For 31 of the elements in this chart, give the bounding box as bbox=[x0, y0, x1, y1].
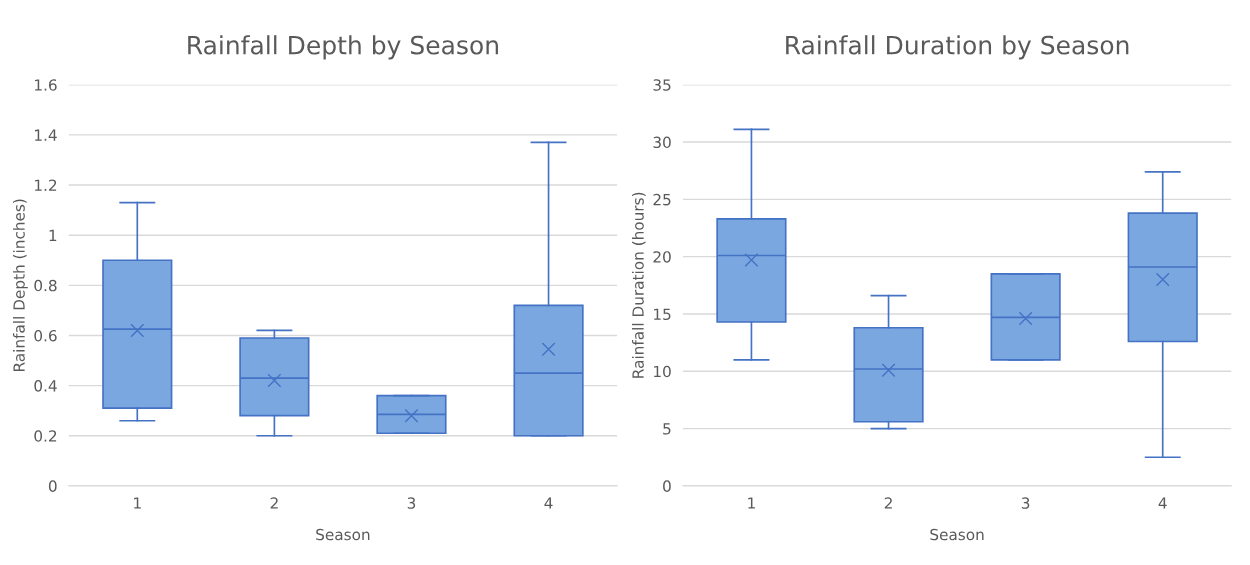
x-tick-label: 4 bbox=[544, 497, 553, 509]
chart-title: Rainfall Depth by Season bbox=[188, 35, 498, 60]
x-tick-label: 3 bbox=[1021, 497, 1030, 509]
y-tick-label: 5 bbox=[663, 423, 671, 435]
x-tick-label: 2 bbox=[270, 497, 278, 509]
x-axis-title: Season bbox=[316, 528, 370, 541]
y-tick-label: 10 bbox=[654, 365, 671, 378]
x-tick-label: 4 bbox=[1158, 497, 1167, 509]
y-tick-label: 1.2 bbox=[35, 179, 57, 191]
y-tick-label: 1 bbox=[49, 229, 57, 241]
y-tick-label: 20 bbox=[653, 251, 671, 263]
y-axis-title: Rainfall Duration (hours) bbox=[632, 192, 646, 378]
x-tick-label: 3 bbox=[407, 497, 416, 509]
y-tick-label: 30 bbox=[653, 136, 671, 149]
x-axis-title: Season bbox=[930, 528, 984, 541]
y-tick-label: 0.4 bbox=[34, 380, 57, 392]
y-tick-label: 25 bbox=[653, 193, 671, 206]
y-tick-label: 0 bbox=[663, 480, 671, 492]
y-tick-label: 15 bbox=[654, 308, 671, 320]
y-tick-label: 35 bbox=[653, 79, 671, 91]
y-tick-label: 1.4 bbox=[35, 129, 57, 141]
y-tick-label: 0.8 bbox=[34, 279, 57, 292]
y-tick-label: 0 bbox=[48, 480, 57, 492]
y-tick-label: 0.6 bbox=[34, 329, 57, 342]
y-axis-title: Rainfall Depth (inches) bbox=[13, 199, 28, 371]
x-tick-label: 1 bbox=[134, 497, 141, 509]
y-tick-label: 1.6 bbox=[35, 79, 57, 91]
x-tick-label: 2 bbox=[884, 497, 892, 509]
chart-title: Rainfall Duration by Season bbox=[786, 35, 1129, 60]
x-tick-label: 1 bbox=[748, 497, 755, 509]
y-tick-label: 0.2 bbox=[34, 430, 57, 442]
